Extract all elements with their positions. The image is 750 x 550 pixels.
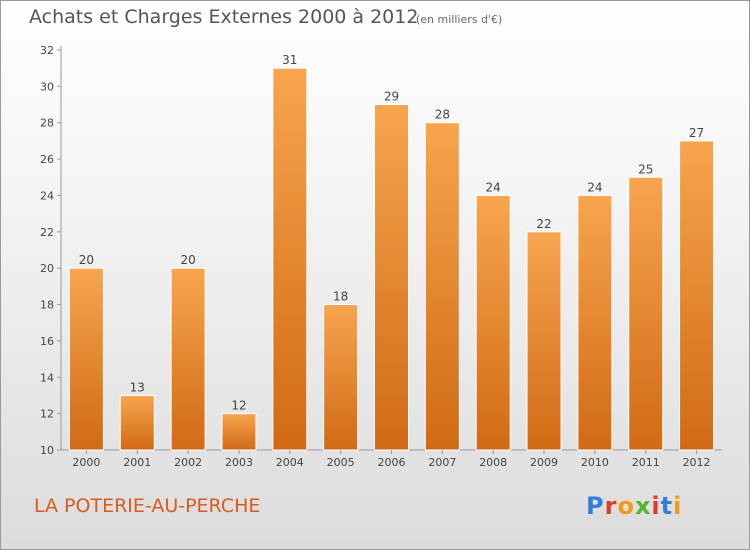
town-name: LA POTERIE-AU-PERCHE	[34, 495, 261, 517]
bar	[272, 67, 308, 451]
bar	[119, 394, 155, 451]
x-tick-label: 2010	[581, 456, 609, 469]
data-label: 18	[333, 290, 348, 304]
y-tick-label: 26	[40, 153, 54, 166]
x-tick-label: 2001	[123, 456, 151, 469]
logo-letter: r	[604, 492, 618, 520]
x-tick-label: 2004	[276, 456, 304, 469]
y-tick-label: 12	[40, 408, 54, 421]
bar	[323, 304, 359, 451]
data-label: 29	[384, 90, 399, 104]
x-tick-label: 2003	[225, 456, 253, 469]
y-tick-label: 28	[40, 117, 54, 130]
x-tick-label: 2008	[479, 456, 507, 469]
bar	[170, 267, 206, 451]
x-tick-label: 2011	[632, 456, 660, 469]
data-label: 13	[130, 380, 145, 394]
logo-letter: x	[634, 492, 652, 520]
logo-letter: i	[673, 492, 683, 520]
bar	[221, 413, 257, 451]
bar	[628, 176, 664, 451]
bar	[374, 104, 409, 451]
data-label: 31	[282, 53, 297, 67]
data-label: 12	[231, 399, 246, 413]
data-label: 24	[486, 180, 501, 194]
data-label: 20	[180, 253, 195, 267]
x-tick-label: 2009	[530, 456, 558, 469]
logo-letter: P	[586, 492, 605, 520]
bar	[475, 194, 511, 451]
data-label: 22	[536, 217, 551, 231]
data-label: 25	[638, 162, 653, 176]
bar	[424, 122, 460, 451]
y-tick-label: 30	[40, 80, 54, 93]
data-label: 28	[435, 108, 450, 122]
logo-letter: i	[651, 492, 661, 520]
data-label: 27	[689, 126, 704, 140]
y-tick-label: 32	[40, 44, 54, 57]
y-tick-label: 14	[40, 371, 54, 384]
x-tick-label: 2002	[174, 456, 202, 469]
proxiti-logo: Proxiti	[586, 492, 682, 520]
data-label: 24	[587, 180, 602, 194]
bar	[68, 267, 104, 451]
bar	[577, 194, 613, 451]
bar	[679, 140, 715, 451]
y-tick-label: 16	[40, 335, 54, 348]
chart-subtitle: (en milliers d'€)	[416, 13, 503, 26]
x-tick-label: 2007	[428, 456, 456, 469]
y-tick-label: 20	[40, 262, 54, 275]
y-tick-label: 10	[40, 444, 54, 457]
y-tick-label: 22	[40, 226, 54, 239]
bar	[526, 231, 562, 451]
logo-letter: t	[660, 492, 674, 520]
x-tick-label: 2000	[72, 456, 100, 469]
logo-letter: o	[617, 492, 635, 520]
x-tick-label: 2005	[327, 456, 355, 469]
y-tick-label: 18	[40, 299, 54, 312]
data-label: 20	[79, 253, 94, 267]
y-tick-label: 24	[40, 189, 54, 202]
chart-title: Achats et Charges Externes 2000 à 2012	[29, 6, 419, 28]
x-tick-label: 2012	[683, 456, 711, 469]
x-tick-label: 2006	[378, 456, 406, 469]
